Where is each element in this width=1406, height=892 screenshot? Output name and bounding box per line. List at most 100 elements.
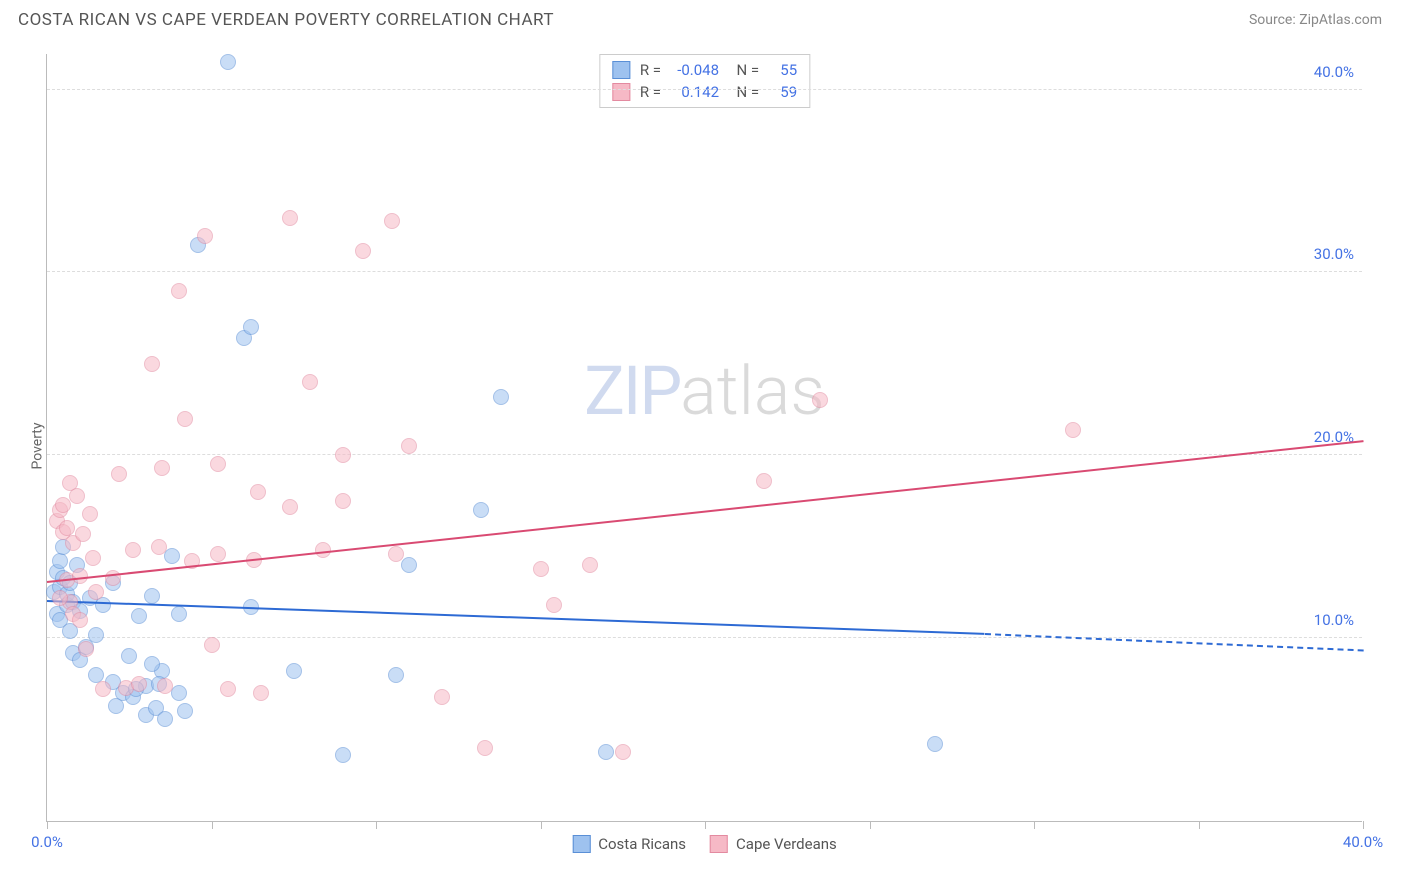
gridline	[47, 454, 1362, 455]
gridline	[47, 271, 1362, 272]
data-point	[582, 557, 598, 573]
data-point	[52, 590, 68, 606]
n-label: N =	[729, 83, 759, 101]
n-value: 55	[769, 61, 797, 79]
stats-row: R = -0.048 N = 55	[612, 59, 797, 81]
data-point	[88, 627, 104, 643]
data-point	[384, 213, 400, 229]
data-point	[111, 466, 127, 482]
data-point	[388, 667, 404, 683]
chart-legend: Costa Ricans Cape Verdeans	[572, 835, 837, 853]
data-point	[197, 228, 213, 244]
data-point	[243, 319, 259, 335]
data-point	[335, 747, 351, 763]
data-point	[121, 648, 137, 664]
series-swatch	[612, 83, 630, 101]
data-point	[125, 542, 141, 558]
x-tick	[212, 821, 213, 829]
data-point	[85, 550, 101, 566]
data-point	[355, 243, 371, 259]
watermark: ZIPatlas	[584, 351, 825, 431]
data-point	[598, 744, 614, 760]
data-point	[302, 374, 318, 390]
data-point	[335, 493, 351, 509]
data-point	[756, 473, 772, 489]
data-point	[204, 637, 220, 653]
data-point	[82, 506, 98, 522]
n-value: 59	[769, 83, 797, 101]
x-tick	[1363, 821, 1364, 829]
data-point	[154, 460, 170, 476]
y-tick-label: 10.0%	[1314, 611, 1354, 629]
data-point	[282, 210, 298, 226]
data-point	[69, 488, 85, 504]
y-tick-label: 30.0%	[1314, 245, 1354, 263]
x-tick	[376, 821, 377, 829]
data-point	[95, 681, 111, 697]
data-point	[533, 561, 549, 577]
legend-label: Cape Verdeans	[736, 835, 837, 853]
data-point	[144, 356, 160, 372]
data-point	[286, 663, 302, 679]
correlation-stats-box: R = -0.048 N = 55 R = 0.142 N = 59	[599, 54, 810, 108]
r-value: -0.048	[671, 61, 719, 79]
legend-swatch	[572, 835, 590, 853]
data-point	[253, 685, 269, 701]
data-point	[144, 588, 160, 604]
data-point	[546, 597, 562, 613]
data-point	[401, 438, 417, 454]
r-value: 0.142	[671, 83, 719, 101]
data-point	[157, 678, 173, 694]
x-tick	[870, 821, 871, 829]
data-point	[177, 411, 193, 427]
data-point	[171, 606, 187, 622]
data-point	[88, 667, 104, 683]
data-point	[88, 584, 104, 600]
x-tick	[705, 821, 706, 829]
data-point	[157, 711, 173, 727]
trend-line	[47, 600, 985, 635]
data-point	[52, 553, 68, 569]
data-point	[335, 447, 351, 463]
data-point	[477, 740, 493, 756]
legend-label: Costa Ricans	[598, 835, 686, 853]
data-point	[105, 570, 121, 586]
data-point	[177, 703, 193, 719]
stats-row: R = 0.142 N = 59	[612, 81, 797, 103]
data-point	[59, 520, 75, 536]
gridline	[47, 89, 1362, 90]
x-tick	[541, 821, 542, 829]
data-point	[401, 557, 417, 573]
data-point	[164, 548, 180, 564]
data-point	[493, 389, 509, 405]
data-point	[220, 681, 236, 697]
data-point	[210, 456, 226, 472]
data-point	[1065, 422, 1081, 438]
data-point	[210, 546, 226, 562]
scatter-chart: ZIPatlas R =-0.048 N =55R =0.142 N =59 C…	[46, 54, 1362, 822]
trend-line-extrapolated	[985, 633, 1363, 651]
data-point	[151, 539, 167, 555]
x-tick-label: 40.0%	[1343, 833, 1383, 851]
n-label: N =	[729, 61, 759, 79]
data-point	[282, 499, 298, 515]
x-tick	[1034, 821, 1035, 829]
r-label: R =	[640, 83, 661, 101]
legend-swatch	[710, 835, 728, 853]
data-point	[131, 608, 147, 624]
data-point	[434, 689, 450, 705]
data-point	[171, 283, 187, 299]
trend-line	[47, 441, 1363, 584]
r-label: R =	[640, 61, 661, 79]
data-point	[473, 502, 489, 518]
data-point	[388, 546, 404, 562]
x-tick	[47, 821, 48, 829]
x-tick-label: 0.0%	[31, 833, 63, 851]
data-point	[75, 526, 91, 542]
data-point	[78, 641, 94, 657]
chart-source: Source: ZipAtlas.com	[1249, 12, 1382, 28]
x-tick	[1199, 821, 1200, 829]
data-point	[812, 392, 828, 408]
data-point	[131, 676, 147, 692]
legend-item: Costa Ricans	[572, 835, 686, 853]
